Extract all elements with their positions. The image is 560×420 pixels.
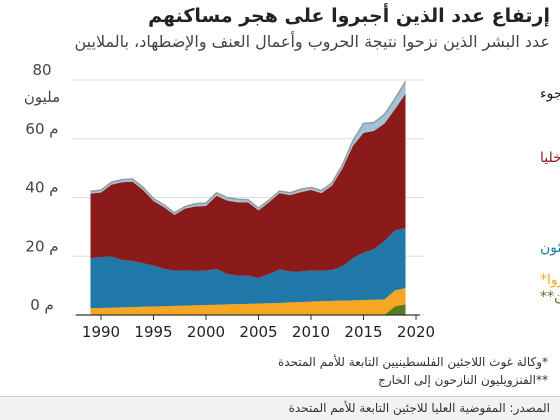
x-tick-label: 2015: [344, 323, 382, 341]
source-divider: [0, 396, 560, 397]
y-axis-unit-label: مليون: [24, 88, 60, 106]
legend-label: فنزويليون**: [540, 289, 560, 305]
y-tick-label: 0 م: [30, 296, 54, 314]
area-series: [90, 81, 406, 315]
total-line-path: [90, 81, 407, 214]
x-tick-label: 2005: [239, 323, 277, 341]
legend-label: لاجئون: [540, 240, 560, 256]
x-axis: 1990 1995 2000 2005 2010 2015 2020: [76, 314, 435, 341]
total-line: [90, 81, 407, 214]
y-tick-label: 40 م: [25, 179, 58, 197]
area-1f78a8: [90, 228, 406, 309]
area-f5a623: [90, 287, 406, 315]
x-tick-label: 2000: [187, 323, 225, 341]
chart-title: إرتفاع عدد الذين أجبروا على هجر مساكنهم: [148, 5, 550, 27]
legend: طالبو لجوء نازحون داخليا لاجئون الأنروا*فنز…: [540, 86, 560, 305]
x-tick-label: 2020: [397, 323, 435, 341]
y-axis: 0 م 20 م 40 م 60 م 80 مليون: [24, 61, 60, 314]
legend-label: طالبو لجوء: [540, 86, 560, 102]
footnote-unrwa: *وكالة غوث اللاجئين الفلسطينيين التابعة …: [278, 355, 548, 369]
legend-label: نازحون داخليا: [540, 150, 560, 166]
source-text: المصدر: المفوضية العليا للاجئين التابعة …: [288, 401, 550, 415]
y-tick-label: 60 م: [25, 120, 58, 138]
area-8b1a1a: [90, 93, 406, 278]
legend-label: الأنروا*: [540, 270, 560, 288]
source-bar: المصدر: المفوضية العليا للاجئين التابعة …: [0, 397, 560, 420]
x-tick-label: 1990: [82, 323, 120, 341]
x-tick-label: 2010: [292, 323, 330, 341]
stacked-area-chart: 1990 1995 2000 2005 2010 2015 2020 0 م 20 م 40 م…: [24, 61, 560, 341]
chart-subtitle: عدد البشر الذين نزحوا نتيجة الحروب وأعما…: [74, 32, 550, 51]
y-tick-label: 20 م: [25, 237, 58, 255]
footnote-venezuelans: **الفنزويليون النازحون إلى الخارج: [378, 373, 548, 387]
x-tick-label: 1995: [134, 323, 172, 341]
y-tick-label: 80: [32, 61, 51, 79]
